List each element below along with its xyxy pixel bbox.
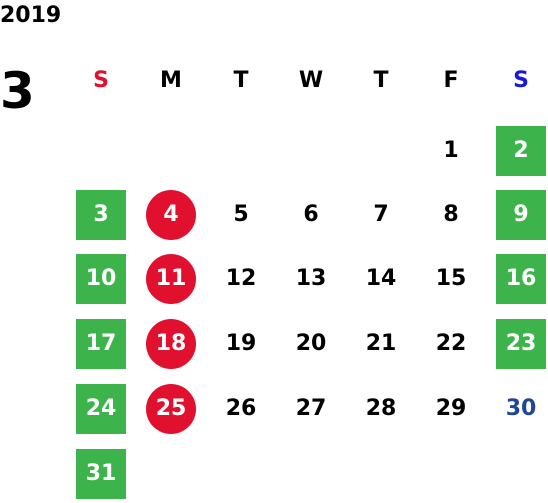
weekday-header: S [93,68,109,93]
day-29[interactable]: 29 [435,396,467,421]
day-30[interactable]: 30 [505,396,537,421]
day-19[interactable]: 19 [225,331,257,356]
day-23[interactable]: 23 [496,319,546,369]
day-16[interactable]: 16 [496,254,546,304]
day-17[interactable]: 17 [76,319,126,369]
day-26[interactable]: 26 [225,396,257,421]
day-3[interactable]: 3 [76,190,126,240]
year-label: 2019 [0,3,62,28]
day-31[interactable]: 31 [76,449,126,499]
day-28[interactable]: 28 [365,396,397,421]
day-21[interactable]: 21 [365,331,397,356]
day-11[interactable]: 11 [146,254,196,304]
day-6[interactable]: 6 [303,202,319,227]
weekday-header: T [233,68,249,93]
weekday-header: F [443,68,459,93]
weekday-header: M [160,68,182,93]
day-15[interactable]: 15 [435,266,467,291]
month-number: 3 [0,62,35,120]
day-27[interactable]: 27 [295,396,327,421]
day-1[interactable]: 1 [443,138,459,163]
day-18[interactable]: 18 [146,319,196,369]
day-14[interactable]: 14 [365,266,397,291]
day-13[interactable]: 13 [295,266,327,291]
day-12[interactable]: 12 [225,266,257,291]
day-4[interactable]: 4 [146,190,196,240]
day-20[interactable]: 20 [295,331,327,356]
day-2[interactable]: 2 [496,126,546,176]
day-24[interactable]: 24 [76,384,126,434]
day-7[interactable]: 7 [373,202,389,227]
weekday-header: W [298,68,324,93]
day-8[interactable]: 8 [443,202,459,227]
day-25[interactable]: 25 [146,384,196,434]
weekday-header: T [373,68,389,93]
day-10[interactable]: 10 [76,254,126,304]
weekday-header: S [513,68,529,93]
day-22[interactable]: 22 [435,331,467,356]
day-9[interactable]: 9 [496,190,546,240]
day-5[interactable]: 5 [233,202,249,227]
